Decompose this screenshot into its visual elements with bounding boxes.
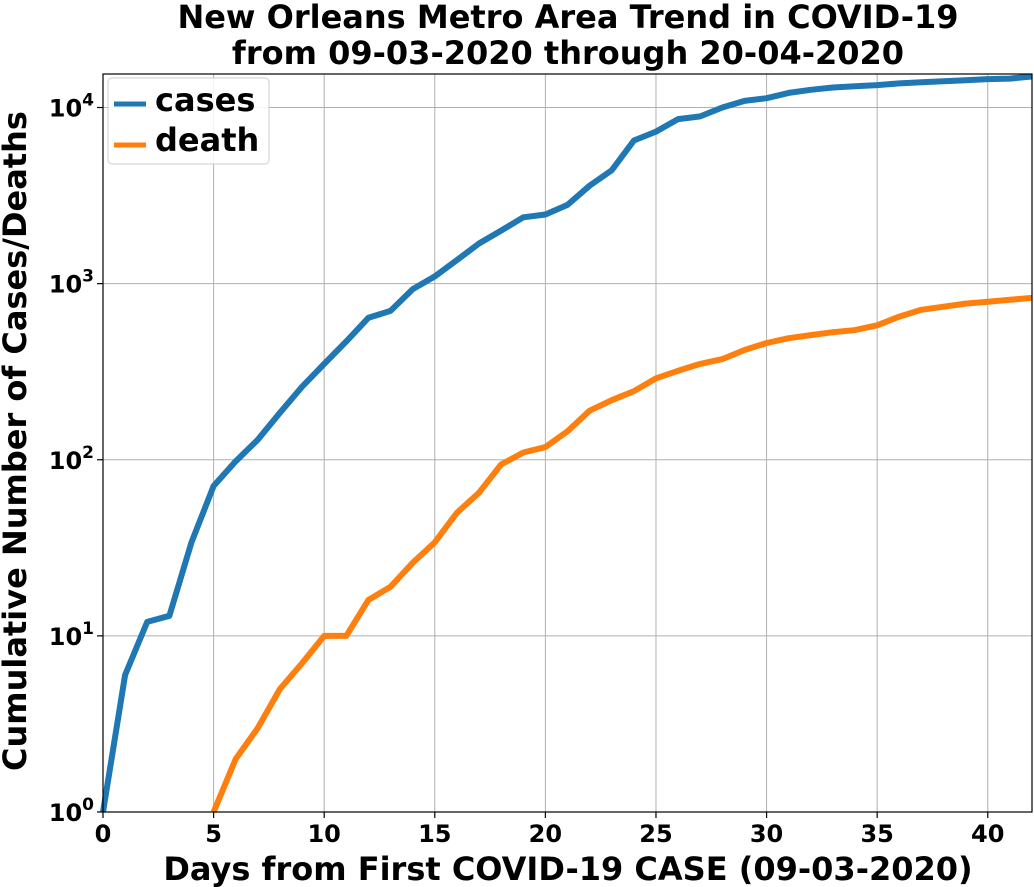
y-tick-label: 102 bbox=[49, 443, 94, 475]
y-tick-label: 104 bbox=[49, 91, 94, 123]
series-line-cases bbox=[100, 73, 1033, 813]
legend-label-death: death bbox=[155, 121, 259, 159]
legend-label-cases: cases bbox=[155, 81, 255, 119]
y-axis-ticks: 100 101 102 103 104 bbox=[49, 91, 103, 827]
y-tick-label: 100 bbox=[49, 795, 94, 827]
series-line-death bbox=[210, 294, 1033, 814]
legend: cases death bbox=[107, 77, 270, 165]
x-tick-label: 10 bbox=[307, 820, 340, 848]
x-axis-ticks: 0 5 10 15 20 25 30 35 40 bbox=[95, 812, 1004, 848]
plot-frame bbox=[102, 73, 1033, 813]
legend-box bbox=[107, 77, 270, 165]
x-tick-label: 40 bbox=[971, 820, 1004, 848]
x-tick-label: 25 bbox=[639, 820, 672, 848]
chart-title: New Orleans Metro Area Trend in COVID-19… bbox=[177, 0, 958, 72]
y-axis-label: Cumulative Number of Cases/Deaths bbox=[0, 111, 34, 771]
y-tick-label: 103 bbox=[49, 267, 94, 299]
x-tick-label: 20 bbox=[529, 820, 562, 848]
x-tick-label: 0 bbox=[95, 820, 112, 848]
x-tick-label: 15 bbox=[418, 820, 451, 848]
x-tick-label: 30 bbox=[750, 820, 783, 848]
x-axis-label: Days from First COVID-19 CASE (09-03-202… bbox=[163, 850, 972, 887]
x-tick-label: 35 bbox=[860, 820, 893, 848]
grid bbox=[102, 74, 1032, 813]
x-tick-label: 5 bbox=[205, 820, 222, 848]
chart-title-line-2: from 09-03-2020 through 20-04-2020 bbox=[232, 34, 904, 72]
series-layer bbox=[100, 73, 1033, 814]
y-tick-label: 101 bbox=[49, 619, 94, 651]
chart-title-line-1: New Orleans Metro Area Trend in COVID-19 bbox=[177, 0, 958, 36]
